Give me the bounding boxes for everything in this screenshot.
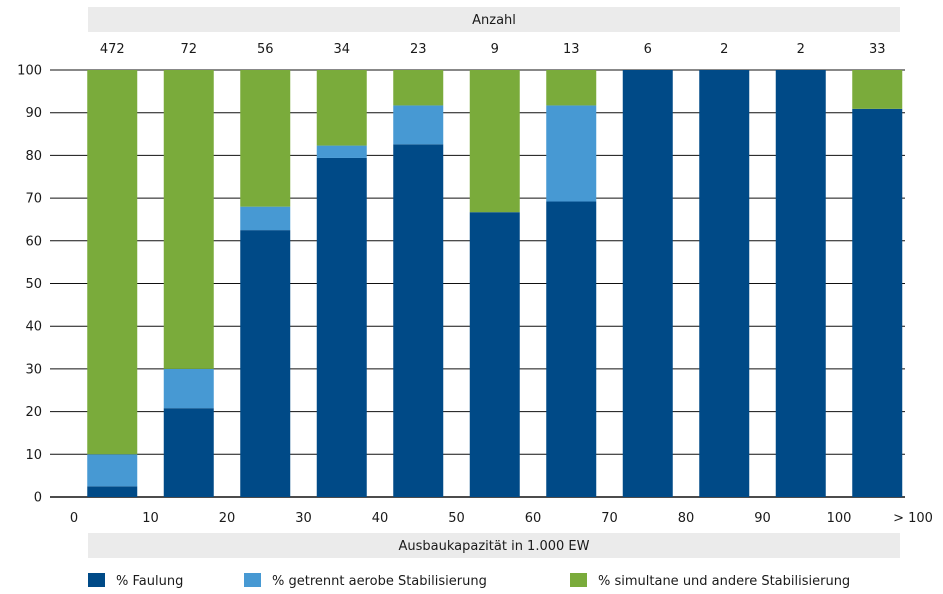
y-tick-label: 0 — [34, 491, 42, 506]
x-tick-label: 50 — [448, 511, 465, 526]
bar-segment — [469, 212, 520, 498]
bar-segment — [546, 201, 597, 498]
y-tick-label: 50 — [25, 277, 42, 292]
count-label: 9 — [491, 42, 499, 57]
count-label: 33 — [869, 42, 886, 57]
bar-segment — [240, 206, 291, 231]
x-tick-label: 10 — [142, 511, 159, 526]
y-tick-label: 60 — [25, 234, 42, 249]
bottom-band — [88, 533, 900, 558]
bar-segment — [546, 70, 597, 106]
x-tick-label: 60 — [525, 511, 542, 526]
y-tick-labels: 0 10 20 30 40 50 60 70 80 90 100 — [17, 64, 42, 506]
count-label: 72 — [180, 42, 197, 57]
x-tick-label: 30 — [295, 511, 312, 526]
x-tick-labels: 0 10 20 30 40 50 60 70 80 90 100 > 100 — [70, 511, 933, 526]
x-tick-label: 0 — [70, 511, 78, 526]
y-tick-label: 70 — [25, 192, 42, 207]
count-label: 2 — [797, 42, 805, 57]
bar-segment — [393, 144, 444, 497]
count-label: 56 — [257, 42, 274, 57]
bar-segment — [622, 70, 673, 497]
count-label: 472 — [100, 42, 125, 57]
top-label: Anzahl — [472, 13, 516, 28]
bar-segment — [316, 157, 367, 497]
y-tick-label: 30 — [25, 362, 42, 377]
x-tick-label: 40 — [372, 511, 389, 526]
top-band — [88, 7, 900, 32]
bar-segment — [163, 368, 214, 409]
y-tick-label: 90 — [25, 106, 42, 121]
bar-segment — [316, 70, 367, 146]
bar-segment — [163, 70, 214, 369]
x-tick-label: 90 — [754, 511, 771, 526]
bar-segment — [546, 105, 597, 202]
legend-swatch — [244, 573, 261, 587]
y-tick-label: 80 — [25, 149, 42, 164]
bar-segment — [469, 70, 520, 213]
count-label: 13 — [563, 42, 580, 57]
bar-segment — [240, 230, 291, 497]
count-label: 2 — [720, 42, 728, 57]
count-label: 34 — [333, 42, 350, 57]
legend-swatch — [570, 573, 587, 587]
bar-segment — [87, 486, 138, 497]
x-tick-label: 20 — [219, 511, 236, 526]
x-tick-label: > 100 — [893, 511, 933, 526]
bar-segment — [852, 108, 903, 498]
bar-segment — [393, 70, 444, 106]
y-tick-label: 20 — [25, 405, 42, 420]
bar-segment — [699, 70, 750, 497]
y-tick-label: 40 — [25, 320, 42, 335]
bar-segment — [316, 145, 367, 158]
count-labels: 472 72 56 34 23 9 13 6 2 2 33 — [100, 42, 886, 57]
bar-segment — [87, 70, 138, 455]
x-axis-label: Ausbaukapazität in 1.000 EW — [399, 539, 590, 554]
x-tick-label: 80 — [678, 511, 695, 526]
legend-label: % simultane und andere Stabilisierung — [598, 574, 850, 589]
y-tick-label: 10 — [25, 448, 42, 463]
bar-segment — [393, 105, 444, 145]
bar-segment — [240, 70, 291, 207]
bars — [87, 70, 903, 498]
count-label: 23 — [410, 42, 427, 57]
legend-label: % getrennt aerobe Stabilisierung — [272, 574, 487, 589]
count-label: 6 — [644, 42, 652, 57]
legend-label: % Faulung — [116, 574, 183, 589]
bar-segment — [87, 454, 138, 487]
y-tick-label: 100 — [17, 64, 42, 79]
legend: % Faulung % getrennt aerobe Stabilisierun… — [88, 573, 850, 589]
x-tick-label: 70 — [601, 511, 618, 526]
legend-swatch — [88, 573, 105, 587]
bar-segment — [163, 408, 214, 497]
x-tick-label: 100 — [827, 511, 852, 526]
bar-segment — [852, 70, 903, 109]
bar-segment — [775, 70, 826, 497]
